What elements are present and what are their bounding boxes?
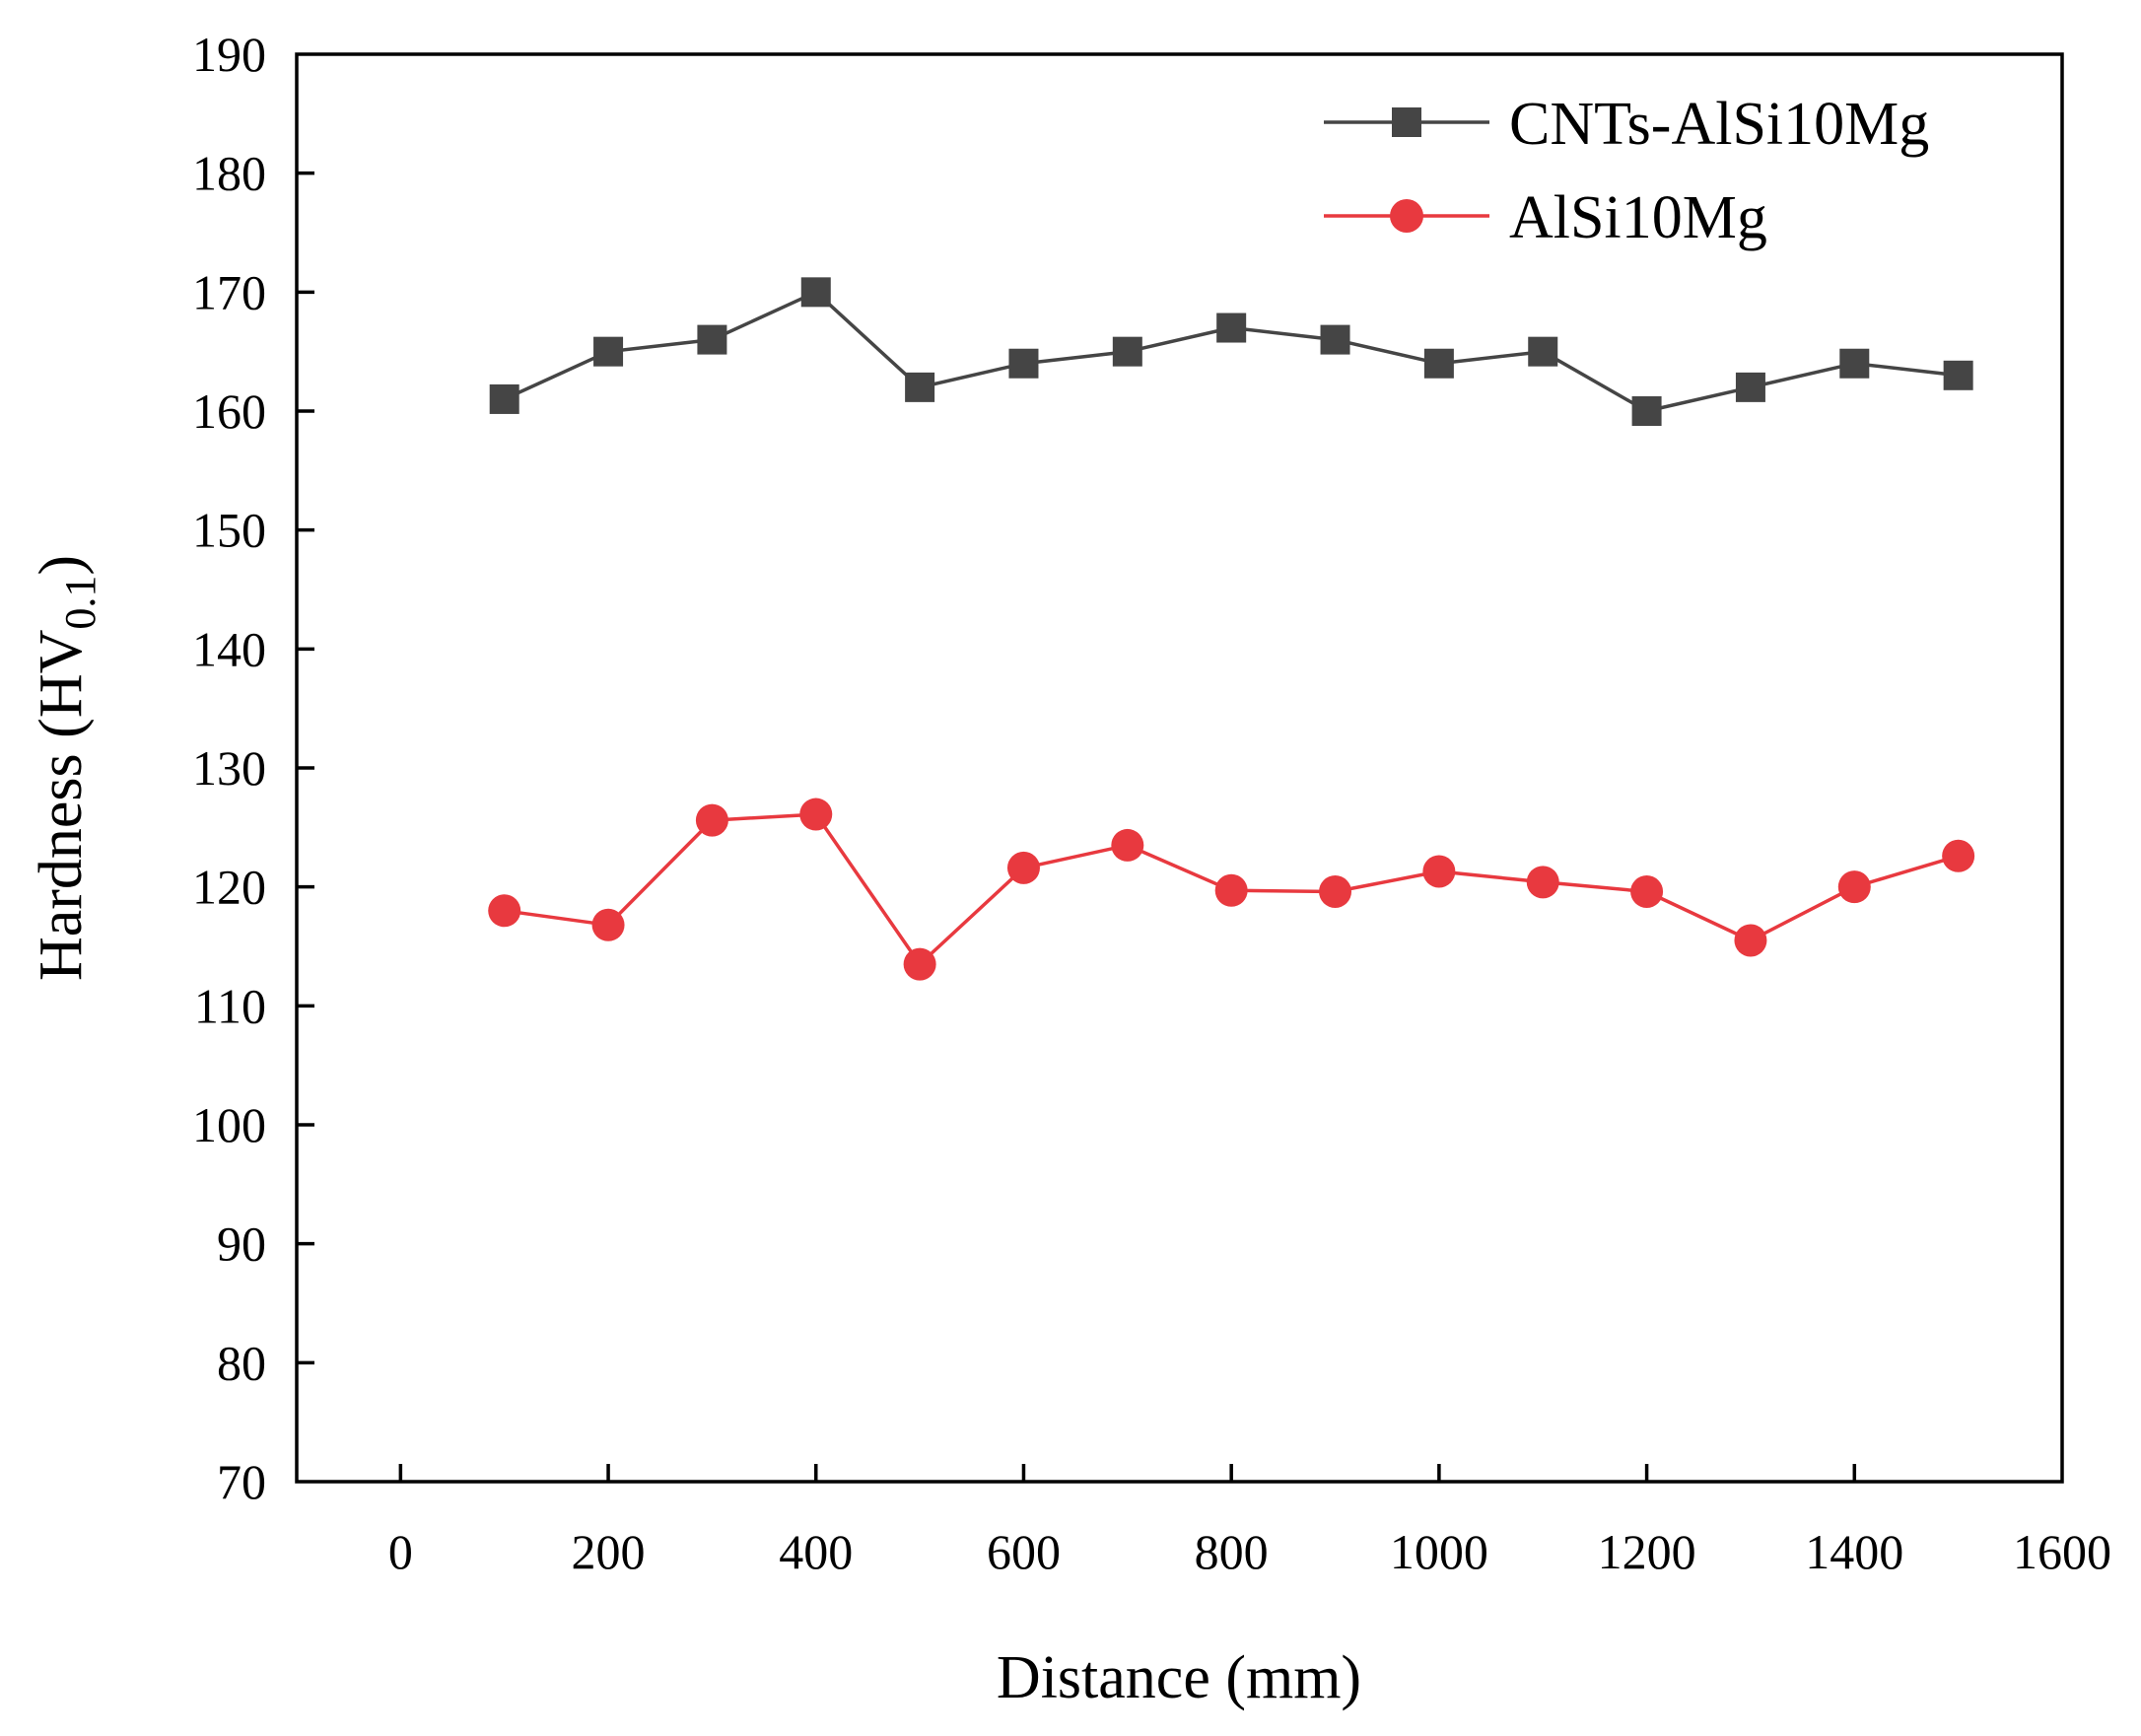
data-point-cnts-alsi10mg-1500 — [1943, 360, 1973, 390]
data-point-alsi10mg-300 — [695, 803, 728, 837]
y-axis-title-close: ) — [28, 555, 95, 576]
data-point-alsi10mg-1000 — [1422, 855, 1456, 888]
legend-label-cnts: CNTs-AlSi10Mg — [1509, 91, 1929, 158]
x-tick-label-5: 1000 — [1390, 1524, 1488, 1579]
x-axis-title: Distance (mm) — [997, 1644, 1361, 1711]
data-point-cnts-alsi10mg-500 — [905, 372, 935, 402]
legend-marker-alsi-circle — [1390, 199, 1423, 233]
x-tick-label-8: 1600 — [2013, 1524, 2111, 1579]
data-point-cnts-alsi10mg-1100 — [1528, 336, 1558, 367]
data-point-alsi10mg-1100 — [1526, 866, 1559, 899]
y-tick-label-3: 100 — [192, 1097, 266, 1152]
x-tick-label-0: 0 — [388, 1524, 413, 1579]
data-point-cnts-alsi10mg-400 — [800, 277, 831, 308]
data-point-alsi10mg-600 — [1006, 851, 1040, 884]
plot-frame — [295, 52, 2064, 1484]
y-axis-title-main: Hardness (HV — [28, 629, 95, 981]
data-point-alsi10mg-1200 — [1630, 874, 1664, 908]
data-point-alsi10mg-100 — [488, 894, 521, 928]
data-point-alsi10mg-500 — [903, 947, 936, 981]
series-layer — [488, 277, 1975, 981]
y-tick-label-12: 190 — [192, 27, 266, 82]
x-tick-label-4: 800 — [1195, 1524, 1269, 1579]
x-tick-label-2: 400 — [779, 1524, 853, 1579]
x-tick-label-3: 600 — [987, 1524, 1061, 1579]
data-point-alsi10mg-1400 — [1837, 870, 1871, 904]
y-tick-label-2: 90 — [217, 1216, 266, 1272]
y-tick-label-8: 150 — [192, 503, 266, 558]
y-tick-label-1: 80 — [217, 1335, 266, 1390]
x-tick-label-1: 200 — [572, 1524, 646, 1579]
data-point-cnts-alsi10mg-900 — [1320, 324, 1350, 355]
data-point-alsi10mg-1300 — [1734, 924, 1767, 957]
data-point-cnts-alsi10mg-1300 — [1735, 372, 1765, 402]
y-tick-label-11: 180 — [192, 146, 266, 201]
legend-label-alsi: AlSi10Mg — [1509, 184, 1767, 251]
data-point-cnts-alsi10mg-800 — [1216, 312, 1247, 343]
data-point-alsi10mg-400 — [799, 798, 833, 831]
data-point-alsi10mg-1500 — [1942, 839, 1975, 872]
data-point-cnts-alsi10mg-1400 — [1839, 348, 1870, 379]
y-tick-label-6: 130 — [192, 740, 266, 796]
x-tick-label-6: 1200 — [1598, 1524, 1696, 1579]
y-axis-title-subscript: 0.1 — [56, 576, 104, 630]
legend-marker-cnts-square — [1392, 107, 1421, 137]
data-point-cnts-alsi10mg-300 — [697, 324, 727, 355]
data-point-alsi10mg-700 — [1111, 828, 1144, 862]
data-point-cnts-alsi10mg-1000 — [1423, 348, 1454, 379]
data-point-alsi10mg-900 — [1319, 874, 1352, 908]
x-tick-label-7: 1400 — [1805, 1524, 1903, 1579]
data-point-alsi10mg-200 — [591, 908, 625, 941]
data-point-cnts-alsi10mg-1200 — [1631, 396, 1662, 426]
y-tick-label-0: 70 — [217, 1454, 266, 1509]
y-tick-label-9: 160 — [192, 383, 266, 439]
y-tick-label-4: 110 — [194, 978, 266, 1033]
y-axis-title: Hardness (HV0.1) — [28, 555, 104, 981]
ticks-layer: 0 200 400 600 800 1000 1200 1400 1600 70 80 90 100 11… — [192, 27, 2111, 1579]
y-tick-label-7: 140 — [192, 621, 266, 676]
data-point-cnts-alsi10mg-700 — [1112, 336, 1142, 367]
data-point-cnts-alsi10mg-200 — [593, 336, 624, 367]
data-point-alsi10mg-800 — [1214, 873, 1248, 907]
data-point-cnts-alsi10mg-600 — [1008, 348, 1039, 379]
y-tick-label-10: 170 — [192, 264, 266, 319]
legend: CNTs-AlSi10Mg AlSi10Mg — [1324, 91, 1929, 251]
y-tick-label-5: 120 — [192, 860, 266, 915]
data-point-cnts-alsi10mg-100 — [489, 383, 519, 414]
